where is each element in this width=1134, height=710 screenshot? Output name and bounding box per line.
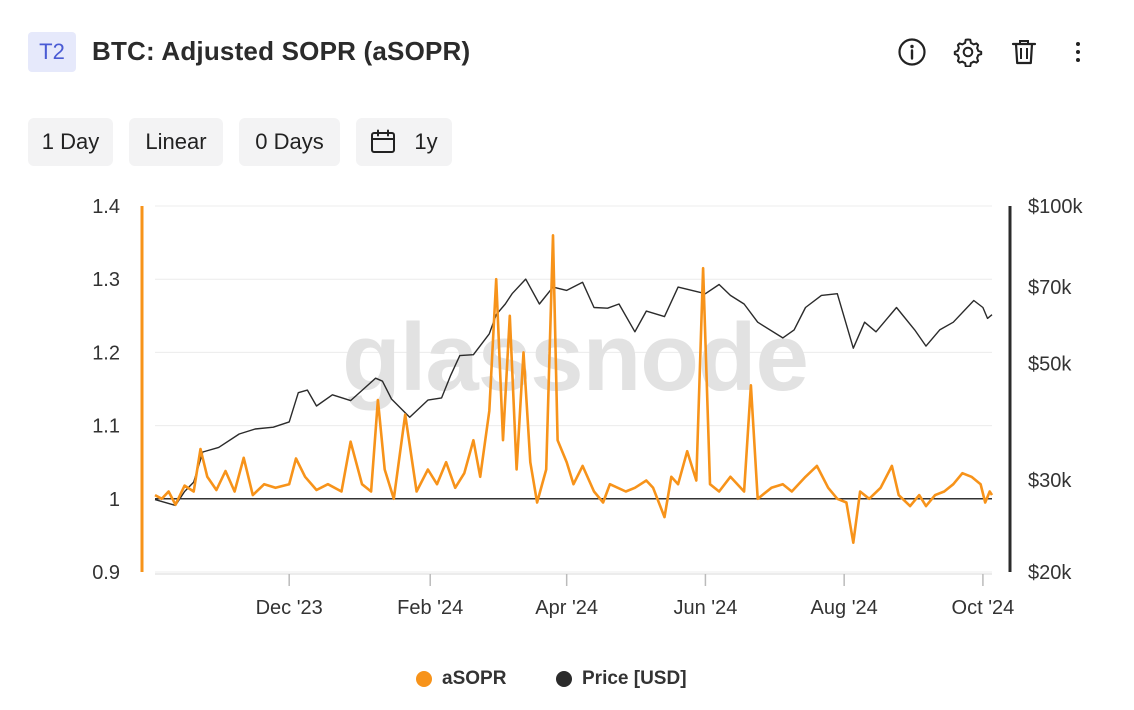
price-series-line — [154, 278, 993, 507]
legend-label-asopr: aSOPR — [442, 668, 507, 689]
axes — [140, 206, 1012, 586]
y-left-tick-label: 1.4 — [92, 196, 120, 218]
y-right-tick-label: $100k — [1028, 196, 1083, 218]
legend-item-price[interactable]: Price [USD] — [556, 668, 687, 690]
chart-title: BTC: Adjusted SOPR (aSOPR) — [92, 36, 471, 66]
legend: aSOPR Price [USD] — [0, 668, 1134, 696]
resolution-button[interactable]: 1 Day — [28, 118, 113, 166]
series — [154, 234, 994, 544]
tick-labels: 0.9 1 1.1 1.2 1.3 1.4 $20k $30k $50k $70k $100k Dec… — [92, 196, 1083, 619]
smoothing-button[interactable]: 0 Days — [239, 118, 340, 166]
asopr-series-line — [154, 234, 994, 544]
chart-actions — [894, 34, 1114, 70]
scale-button[interactable]: Linear — [129, 118, 223, 166]
y-left-tick-label: 1.2 — [92, 342, 120, 364]
y-right-tick-label: $20k — [1028, 562, 1072, 584]
x-tick-label: Aug '24 — [811, 597, 878, 619]
chart-header: T2 BTC: Adjusted SOPR (aSOPR) — [28, 30, 1114, 74]
y-right-tick-label: $30k — [1028, 470, 1072, 492]
y-left-tick-label: 1.3 — [92, 269, 120, 291]
chart-area: glassnode 0.9 1 1.1 1.2 1.3 1.4 $20k $30k $50k $7… — [92, 196, 1083, 619]
trash-icon — [1011, 40, 1037, 65]
settings-button[interactable] — [950, 34, 986, 70]
x-tick-label: Dec '23 — [256, 597, 323, 619]
y-left-tick-label: 1 — [109, 489, 120, 511]
more-vertical-icon — [1076, 42, 1080, 62]
y-right-tick-label: $50k — [1028, 354, 1072, 376]
y-left-tick-label: 1.1 — [92, 416, 120, 438]
y-left-tick-label: 0.9 — [92, 562, 120, 584]
chart-id-badge: T2 — [28, 32, 76, 72]
delete-button[interactable] — [1006, 34, 1042, 70]
legend-label-price: Price [USD] — [582, 668, 687, 689]
x-tick-label: Feb '24 — [397, 597, 463, 619]
range-label: 1y — [414, 129, 438, 154]
x-tick-label: Apr '24 — [535, 597, 598, 619]
watermark: glassnode — [342, 304, 808, 411]
legend-item-asopr[interactable]: aSOPR — [416, 668, 506, 690]
x-tick-label: Oct '24 — [952, 597, 1015, 619]
range-button[interactable]: 1y — [356, 118, 452, 166]
gear-icon — [953, 38, 983, 67]
calendar-icon — [370, 129, 396, 155]
y-right-tick-label: $70k — [1028, 277, 1072, 299]
legend-swatch-asopr — [416, 671, 432, 687]
info-icon — [898, 38, 926, 66]
more-button[interactable] — [1060, 34, 1096, 70]
legend-swatch-price — [556, 671, 572, 687]
x-tick-label: Jun '24 — [673, 597, 737, 619]
info-button[interactable] — [894, 34, 930, 70]
